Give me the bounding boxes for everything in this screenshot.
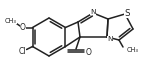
Text: CH₃: CH₃ — [5, 18, 17, 24]
Text: CH₃: CH₃ — [127, 47, 139, 53]
Text: N: N — [90, 9, 96, 15]
Text: O: O — [20, 23, 26, 32]
Text: Cl: Cl — [19, 47, 26, 56]
Text: S: S — [124, 8, 130, 18]
Text: O: O — [86, 48, 92, 56]
Text: N: N — [107, 36, 113, 42]
